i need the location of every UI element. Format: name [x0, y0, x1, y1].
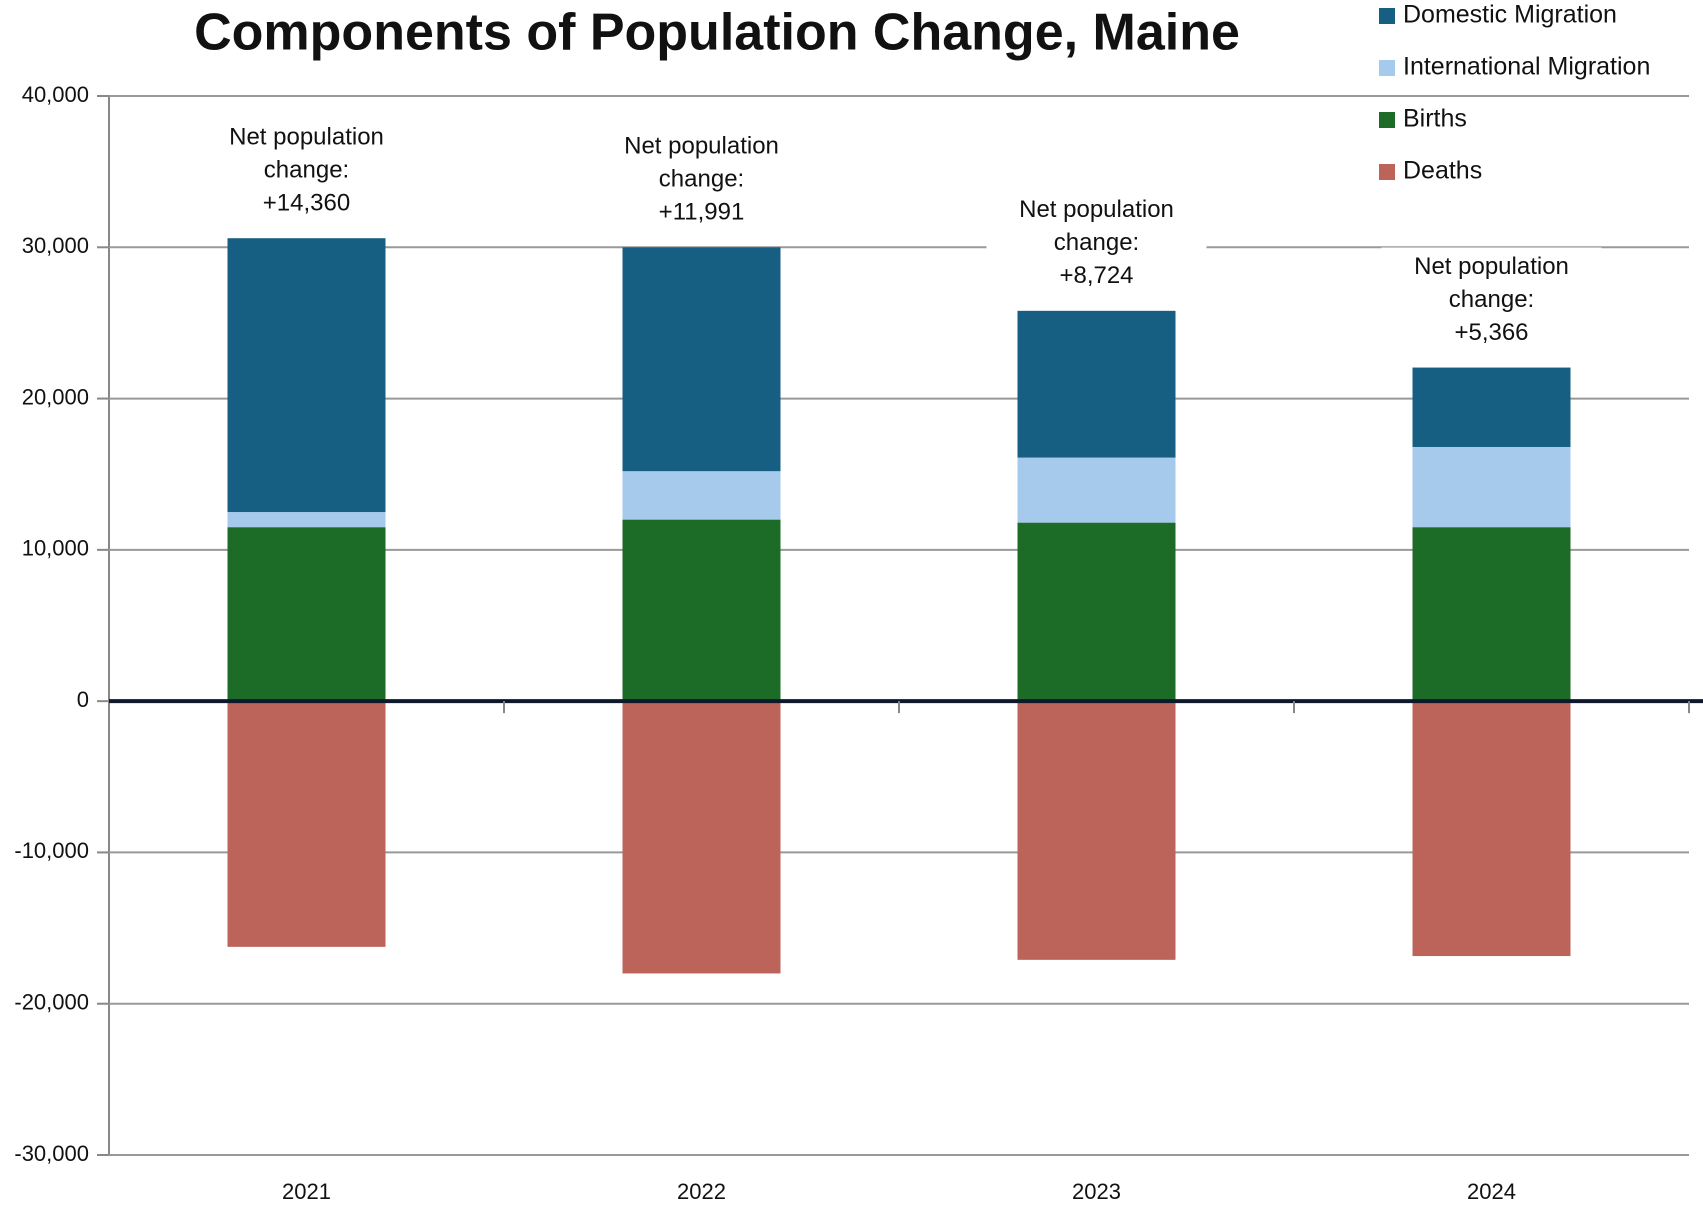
- annotation-bg: [196, 118, 417, 225]
- bar-segment: [1017, 522, 1176, 702]
- legend-label: International Migration: [1403, 53, 1650, 81]
- y-tick-label: 30,000: [22, 233, 89, 258]
- bar-segment: [227, 238, 386, 513]
- legend-swatch: [1379, 60, 1395, 76]
- annotation-bg: [1381, 247, 1602, 354]
- annotation: +14,360: [263, 190, 350, 217]
- annotation: +5,366: [1454, 319, 1528, 346]
- annotation: change:: [659, 166, 744, 193]
- bar-segment: [1017, 457, 1176, 523]
- y-tick-label: 0: [77, 687, 89, 712]
- bar-segment: [1412, 527, 1571, 702]
- bar-segment: [1412, 446, 1571, 528]
- annotation: change:: [1054, 229, 1139, 256]
- y-tick-label: -10,000: [14, 838, 89, 863]
- annotation: change:: [1449, 286, 1534, 313]
- annotation: +8,724: [1059, 262, 1133, 289]
- annotation: Net population: [229, 124, 384, 151]
- legend-label: Domestic Migration: [1403, 1, 1617, 29]
- annotation-bg: [986, 190, 1207, 297]
- chart-title: Components of Population Change, Maine: [194, 4, 1240, 62]
- legend-swatch: [1379, 164, 1395, 180]
- legend-swatch: [1379, 112, 1395, 128]
- bar-segment: [1017, 701, 1176, 960]
- annotation: Net population: [1414, 253, 1569, 280]
- x-tick-label: 2024: [1467, 1179, 1516, 1204]
- bar-segment: [227, 512, 386, 528]
- bar-segment: [227, 527, 386, 702]
- x-tick-label: 2022: [677, 1179, 726, 1204]
- x-tick-label: 2021: [282, 1179, 331, 1204]
- bar-segment: [1412, 701, 1571, 957]
- bar-segment: [622, 701, 781, 974]
- y-tick-label: 20,000: [22, 384, 89, 409]
- bar-segment: [1412, 367, 1571, 447]
- legend-label: Births: [1403, 105, 1467, 133]
- bar-segment: [227, 701, 386, 947]
- y-tick-label: -20,000: [14, 990, 89, 1015]
- legend-label: Deaths: [1403, 157, 1482, 185]
- bar-segment: [1017, 310, 1176, 458]
- annotation: change:: [264, 157, 349, 184]
- legend-swatch: [1379, 8, 1395, 24]
- y-tick-label: -30,000: [14, 1141, 89, 1166]
- y-tick-label: 40,000: [22, 82, 89, 107]
- annotation-bg: [591, 127, 812, 234]
- x-tick-label: 2023: [1072, 1179, 1121, 1204]
- bar-segment: [622, 247, 781, 472]
- bar-segment: [622, 471, 781, 520]
- bar-segment: [622, 519, 781, 702]
- annotation: Net population: [624, 133, 779, 160]
- annotation: Net population: [1019, 196, 1174, 223]
- annotation: +11,991: [659, 199, 745, 226]
- y-tick-label: 10,000: [22, 536, 89, 561]
